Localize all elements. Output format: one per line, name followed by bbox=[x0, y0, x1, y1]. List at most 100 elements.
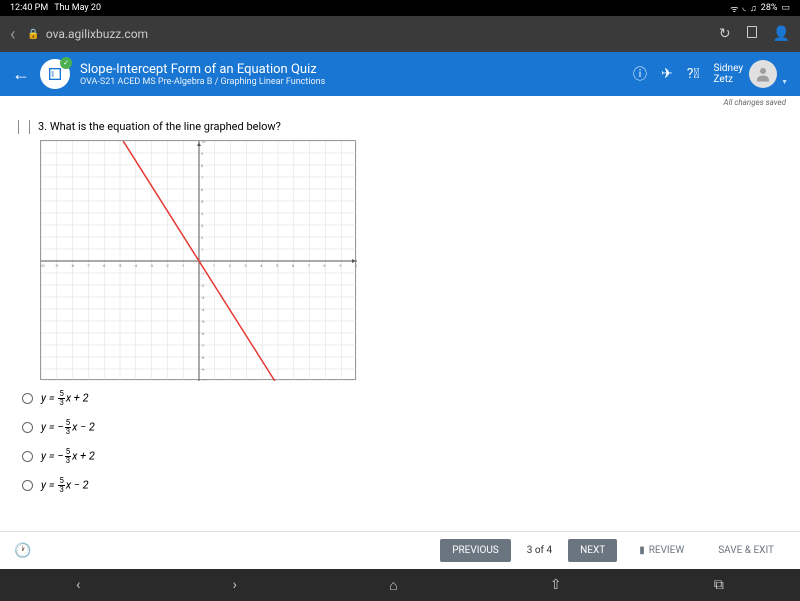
header-back-icon[interactable]: ← bbox=[12, 64, 30, 85]
content-area: 3. What is the equation of the line grap… bbox=[0, 112, 800, 531]
svg-text:-3: -3 bbox=[150, 263, 153, 268]
svg-text:1: 1 bbox=[213, 263, 215, 268]
options-list: y = 53x + 2 y = −53x − 2 y = −53x + 2 y … bbox=[22, 390, 782, 494]
moon-icon: ◟ bbox=[743, 3, 747, 13]
svg-text:3: 3 bbox=[201, 223, 203, 228]
svg-text:8: 8 bbox=[323, 263, 326, 268]
footer-bar: 🕐 PREVIOUS 3 of 4 NEXT ▮ REVIEW SAVE & E… bbox=[0, 531, 800, 569]
svg-text:-10: -10 bbox=[41, 263, 45, 268]
question-number: 3. bbox=[38, 120, 47, 133]
svg-text:-1: -1 bbox=[181, 263, 184, 268]
profile-icon[interactable]: 👤 bbox=[773, 26, 790, 42]
svg-text:2: 2 bbox=[229, 263, 232, 268]
radio-icon bbox=[22, 422, 33, 433]
option-2[interactable]: y = −53x + 2 bbox=[22, 448, 782, 465]
browser-back-icon[interactable]: ‹ bbox=[10, 24, 15, 45]
graph: -10 -9 -8 -7 -6 -5 -4 -3 -2 -1 1 2 3 4 5 6 7 8 9 10 -10 -9 -8 -… bbox=[40, 140, 356, 380]
battery-text: 28% bbox=[761, 3, 778, 13]
svg-text:-5: -5 bbox=[118, 263, 122, 268]
option-1[interactable]: y = −53x − 2 bbox=[22, 419, 782, 436]
next-button[interactable]: NEXT bbox=[568, 539, 617, 562]
user-first-name: Sidney bbox=[714, 63, 744, 74]
svg-text:-1: -1 bbox=[201, 271, 204, 276]
svg-text:-6: -6 bbox=[102, 263, 106, 268]
question-text: 3. What is the equation of the line grap… bbox=[38, 120, 281, 133]
quiz-icon: ✓ bbox=[40, 59, 70, 89]
user-menu[interactable]: Sidney Zetz ▼ bbox=[714, 60, 788, 88]
svg-text:-8: -8 bbox=[201, 355, 205, 360]
svg-text:7: 7 bbox=[201, 175, 204, 180]
svg-text:1: 1 bbox=[201, 247, 203, 252]
option-0[interactable]: y = 53x + 2 bbox=[22, 390, 782, 407]
nav-share-icon[interactable]: ⇧ bbox=[550, 577, 562, 593]
svg-text:6: 6 bbox=[201, 187, 204, 192]
graph-container: -10 -9 -8 -7 -6 -5 -4 -3 -2 -1 1 2 3 4 5 6 7 8 9 10 -10 -9 -8 -… bbox=[40, 140, 782, 380]
bookmark-icon[interactable] bbox=[747, 26, 757, 38]
svg-text:3: 3 bbox=[244, 263, 246, 268]
refresh-icon[interactable]: ↻ bbox=[719, 26, 731, 42]
nav-forward-icon[interactable]: › bbox=[233, 577, 237, 593]
svg-text:-9: -9 bbox=[55, 263, 58, 268]
review-button[interactable]: ▮ REVIEW bbox=[627, 539, 696, 562]
help-icon[interactable]: ?⃝ bbox=[687, 66, 700, 82]
svg-text:-9: -9 bbox=[201, 367, 204, 372]
url-bar[interactable]: 🔒 ova.agilixbuzz.com bbox=[27, 27, 706, 41]
svg-text:-7: -7 bbox=[86, 263, 90, 268]
status-time: 12:40 PM bbox=[10, 3, 48, 13]
svg-text:-4: -4 bbox=[201, 307, 205, 312]
radio-icon bbox=[22, 451, 33, 462]
nav-back-icon[interactable]: ‹ bbox=[76, 577, 80, 593]
svg-text:-3: -3 bbox=[201, 295, 204, 300]
breadcrumb: OVA-S21 ACED MS Pre-Algebra B / Graphing… bbox=[80, 77, 623, 87]
user-last-name: Zetz bbox=[714, 74, 744, 85]
wifi-icon: ᯤ bbox=[730, 2, 738, 15]
svg-text:4: 4 bbox=[201, 211, 204, 216]
status-date: Thu May 20 bbox=[54, 3, 101, 13]
save-exit-button[interactable]: SAVE & EXIT bbox=[706, 539, 786, 562]
svg-text:-7: -7 bbox=[201, 343, 205, 348]
svg-text:8: 8 bbox=[201, 163, 204, 168]
question-body: What is the equation of the line graphed… bbox=[50, 120, 281, 133]
lock-icon: 🔒 bbox=[27, 29, 39, 40]
flag-icon: ▮ bbox=[639, 545, 645, 556]
saved-status: All changes saved bbox=[0, 96, 800, 112]
option-label: y = 53x − 2 bbox=[41, 477, 89, 494]
page-indicator: 3 of 4 bbox=[521, 545, 558, 556]
url-text: ova.agilixbuzz.com bbox=[46, 27, 148, 41]
svg-text:6: 6 bbox=[292, 263, 295, 268]
avatar bbox=[749, 60, 777, 88]
chevron-down-icon: ▼ bbox=[781, 78, 788, 86]
svg-text:7: 7 bbox=[308, 263, 311, 268]
clock-icon[interactable]: 🕐 bbox=[14, 543, 31, 559]
option-3[interactable]: y = 53x − 2 bbox=[22, 477, 782, 494]
nav-tabs-icon[interactable]: ⧉ bbox=[714, 577, 724, 593]
radio-icon bbox=[22, 480, 33, 491]
nav-home-icon[interactable]: ⌂ bbox=[389, 577, 397, 594]
send-icon[interactable]: ✈ bbox=[661, 66, 673, 82]
svg-text:-5: -5 bbox=[201, 319, 205, 324]
svg-text:10: 10 bbox=[355, 263, 357, 268]
svg-text:9: 9 bbox=[339, 263, 341, 268]
svg-text:-6: -6 bbox=[201, 331, 205, 336]
browser-bar: ‹ 🔒 ova.agilixbuzz.com ↻ 👤 bbox=[0, 16, 800, 52]
svg-text:-2: -2 bbox=[165, 263, 169, 268]
app-header: ← ✓ Slope-Intercept Form of an Equation … bbox=[0, 52, 800, 96]
bookmark-toggle-icon[interactable] bbox=[18, 120, 30, 134]
svg-text:9: 9 bbox=[201, 151, 203, 156]
svg-text:-8: -8 bbox=[71, 263, 75, 268]
svg-text:-4: -4 bbox=[134, 263, 138, 268]
headphones-icon: ♫ bbox=[750, 3, 757, 14]
svg-text:5: 5 bbox=[276, 263, 279, 268]
battery-icon: ▭ bbox=[781, 3, 790, 13]
svg-text:2: 2 bbox=[201, 235, 204, 240]
check-badge-icon: ✓ bbox=[60, 57, 72, 69]
svg-text:10: 10 bbox=[201, 141, 206, 144]
svg-text:-10: -10 bbox=[201, 379, 207, 381]
ipad-nav-bar: ‹ › ⌂ ⇧ ⧉ bbox=[0, 569, 800, 601]
svg-text:4: 4 bbox=[260, 263, 263, 268]
previous-button[interactable]: PREVIOUS bbox=[440, 539, 511, 562]
svg-text:-2: -2 bbox=[201, 283, 205, 288]
status-bar: 12:40 PM Thu May 20 ᯤ ◟ ♫ 28% ▭ bbox=[0, 0, 800, 16]
radio-icon bbox=[22, 393, 33, 404]
info-icon[interactable]: ⓘ bbox=[633, 64, 647, 84]
